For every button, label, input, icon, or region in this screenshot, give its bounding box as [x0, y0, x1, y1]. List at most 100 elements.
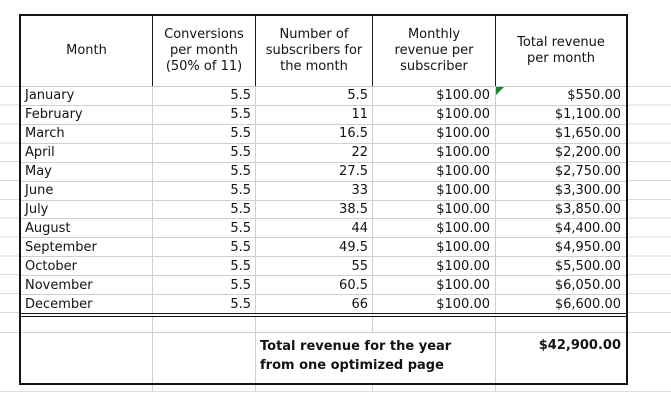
cell-monthly-revenue[interactable]: $100.00 — [372, 200, 495, 219]
cell-month[interactable]: January — [25, 88, 75, 104]
column-header-total-revenue[interactable]: Total revenue per month — [495, 16, 626, 86]
column-header-label: Conversions per month (50% of 11) — [164, 27, 244, 74]
cell-total-revenue[interactable]: $3,300.00 — [495, 181, 626, 200]
cell-monthly-revenue[interactable]: $100.00 — [372, 219, 495, 238]
empty-cell[interactable] — [21, 333, 152, 383]
column-header-label: Total revenue per month — [517, 35, 605, 66]
spacer-row — [21, 317, 626, 333]
empty-cell[interactable] — [495, 317, 626, 332]
cell-conversions[interactable]: 5.5 — [152, 124, 255, 143]
cell-conversions[interactable]: 5.5 — [152, 181, 255, 200]
cell-conversions[interactable]: 5.5 — [152, 238, 255, 257]
cell-monthly-revenue[interactable]: $100.00 — [372, 257, 495, 276]
summary-label-line2: from one optimized page — [260, 358, 444, 373]
cell-total-revenue[interactable]: $1,100.00 — [495, 105, 626, 124]
cell-subscribers[interactable]: 16.5 — [255, 124, 372, 143]
empty-cell[interactable] — [21, 317, 152, 332]
cell-monthly-revenue[interactable]: $100.00 — [372, 87, 495, 105]
table-row: March 5.5 16.5 $100.00 $1,650.00 — [21, 124, 626, 144]
table-row: December 5.5 66 $100.00 $6,600.00 — [21, 295, 626, 314]
cell-conversions[interactable]: 5.5 — [152, 162, 255, 181]
table-row: April 5.5 22 $100.00 $2,200.00 — [21, 143, 626, 163]
cell-subscribers[interactable]: 22 — [255, 143, 372, 162]
cell-conversions[interactable]: 5.5 — [152, 143, 255, 162]
table-row: September 5.5 49.5 $100.00 $4,950.00 — [21, 238, 626, 258]
cell-total-revenue[interactable]: $2,750.00 — [495, 162, 626, 181]
cell-monthly-revenue[interactable]: $100.00 — [372, 181, 495, 200]
cell-conversions[interactable]: 5.5 — [152, 87, 255, 105]
column-header-monthly-revenue[interactable]: Monthly revenue per subscriber — [372, 16, 495, 86]
cell-subscribers[interactable]: 44 — [255, 219, 372, 238]
table-row: November 5.5 60.5 $100.00 $6,050.00 — [21, 276, 626, 296]
summary-value[interactable]: $42,900.00 — [495, 333, 626, 383]
cell-conversions[interactable]: 5.5 — [152, 219, 255, 238]
cell-subscribers[interactable]: 60.5 — [255, 276, 372, 295]
column-header-label: Number of subscribers for the month — [265, 27, 363, 74]
cell-monthly-revenue[interactable]: $100.00 — [372, 295, 495, 314]
cell-subscribers[interactable]: 49.5 — [255, 238, 372, 257]
cell-subscribers[interactable]: 27.5 — [255, 162, 372, 181]
double-rule-divider — [21, 313, 626, 317]
cell-total-revenue[interactable]: $4,950.00 — [495, 238, 626, 257]
empty-cell[interactable] — [372, 317, 495, 332]
cell-value: $550.00 — [567, 88, 621, 104]
cell-month[interactable]: October — [25, 258, 78, 274]
column-header-subscribers[interactable]: Number of subscribers for the month — [255, 16, 372, 86]
cell-conversions[interactable]: 5.5 — [152, 276, 255, 295]
cell-monthly-revenue[interactable]: $100.00 — [372, 276, 495, 295]
cell-subscribers[interactable]: 66 — [255, 295, 372, 314]
cell-month[interactable]: July — [25, 201, 49, 217]
cell-month[interactable]: December — [25, 296, 93, 312]
cell-monthly-revenue[interactable]: $100.00 — [372, 238, 495, 257]
cell-conversions[interactable]: 5.5 — [152, 200, 255, 219]
cell-subscribers[interactable]: 55 — [255, 257, 372, 276]
cell-total-revenue[interactable]: $5,500.00 — [495, 257, 626, 276]
summary-label[interactable]: Total revenue for the year from one opti… — [255, 333, 495, 383]
cell-conversions[interactable]: 5.5 — [152, 295, 255, 314]
column-header-conversions[interactable]: Conversions per month (50% of 11) — [152, 16, 255, 86]
cell-subscribers[interactable]: 33 — [255, 181, 372, 200]
empty-cell[interactable] — [152, 317, 255, 332]
margin-gridlines-left — [0, 68, 19, 313]
column-gridline-stub — [152, 385, 153, 391]
cell-total-revenue[interactable]: $3,850.00 — [495, 200, 626, 219]
cell-month[interactable]: February — [25, 107, 83, 123]
gridline-below-table — [0, 391, 671, 392]
green-corner-flag-icon — [496, 87, 504, 95]
cell-month[interactable]: September — [25, 239, 97, 255]
cell-month[interactable]: May — [25, 164, 52, 180]
summary-label-line1: Total revenue for the year — [260, 339, 452, 354]
cell-total-revenue[interactable]: $2,200.00 — [495, 143, 626, 162]
empty-cell[interactable] — [255, 317, 372, 332]
cell-monthly-revenue[interactable]: $100.00 — [372, 124, 495, 143]
cell-total-revenue[interactable]: $6,050.00 — [495, 276, 626, 295]
table-row: August 5.5 44 $100.00 $4,400.00 — [21, 219, 626, 239]
cell-total-revenue[interactable]: $550.00 — [495, 87, 626, 105]
table-header-row: Month Conversions per month (50% of 11) … — [21, 16, 626, 87]
cell-month[interactable]: June — [25, 183, 54, 199]
table-row: July 5.5 38.5 $100.00 $3,850.00 — [21, 200, 626, 220]
table-row: June 5.5 33 $100.00 $3,300.00 — [21, 181, 626, 201]
cell-total-revenue[interactable]: $6,600.00 — [495, 295, 626, 314]
cell-monthly-revenue[interactable]: $100.00 — [372, 162, 495, 181]
cell-conversions[interactable]: 5.5 — [152, 105, 255, 124]
margin-gridline-left-total — [0, 332, 19, 333]
cell-month[interactable]: March — [25, 126, 65, 142]
summary-row: Total revenue for the year from one opti… — [21, 333, 626, 383]
column-gridline-stub — [372, 385, 373, 391]
column-header-month[interactable]: Month — [21, 16, 152, 86]
cell-monthly-revenue[interactable]: $100.00 — [372, 105, 495, 124]
cell-subscribers[interactable]: 5.5 — [255, 87, 372, 105]
cell-total-revenue[interactable]: $1,650.00 — [495, 124, 626, 143]
cell-conversions[interactable]: 5.5 — [152, 257, 255, 276]
cell-subscribers[interactable]: 38.5 — [255, 200, 372, 219]
cell-monthly-revenue[interactable]: $100.00 — [372, 143, 495, 162]
cell-month[interactable]: November — [25, 277, 93, 293]
empty-cell[interactable] — [152, 333, 255, 383]
cell-total-revenue[interactable]: $4,400.00 — [495, 219, 626, 238]
cell-month[interactable]: August — [25, 220, 71, 236]
cell-subscribers[interactable]: 11 — [255, 105, 372, 124]
cell-month[interactable]: April — [25, 145, 55, 161]
margin-gridlines-right — [628, 68, 671, 313]
table-row: October 5.5 55 $100.00 $5,500.00 — [21, 257, 626, 277]
